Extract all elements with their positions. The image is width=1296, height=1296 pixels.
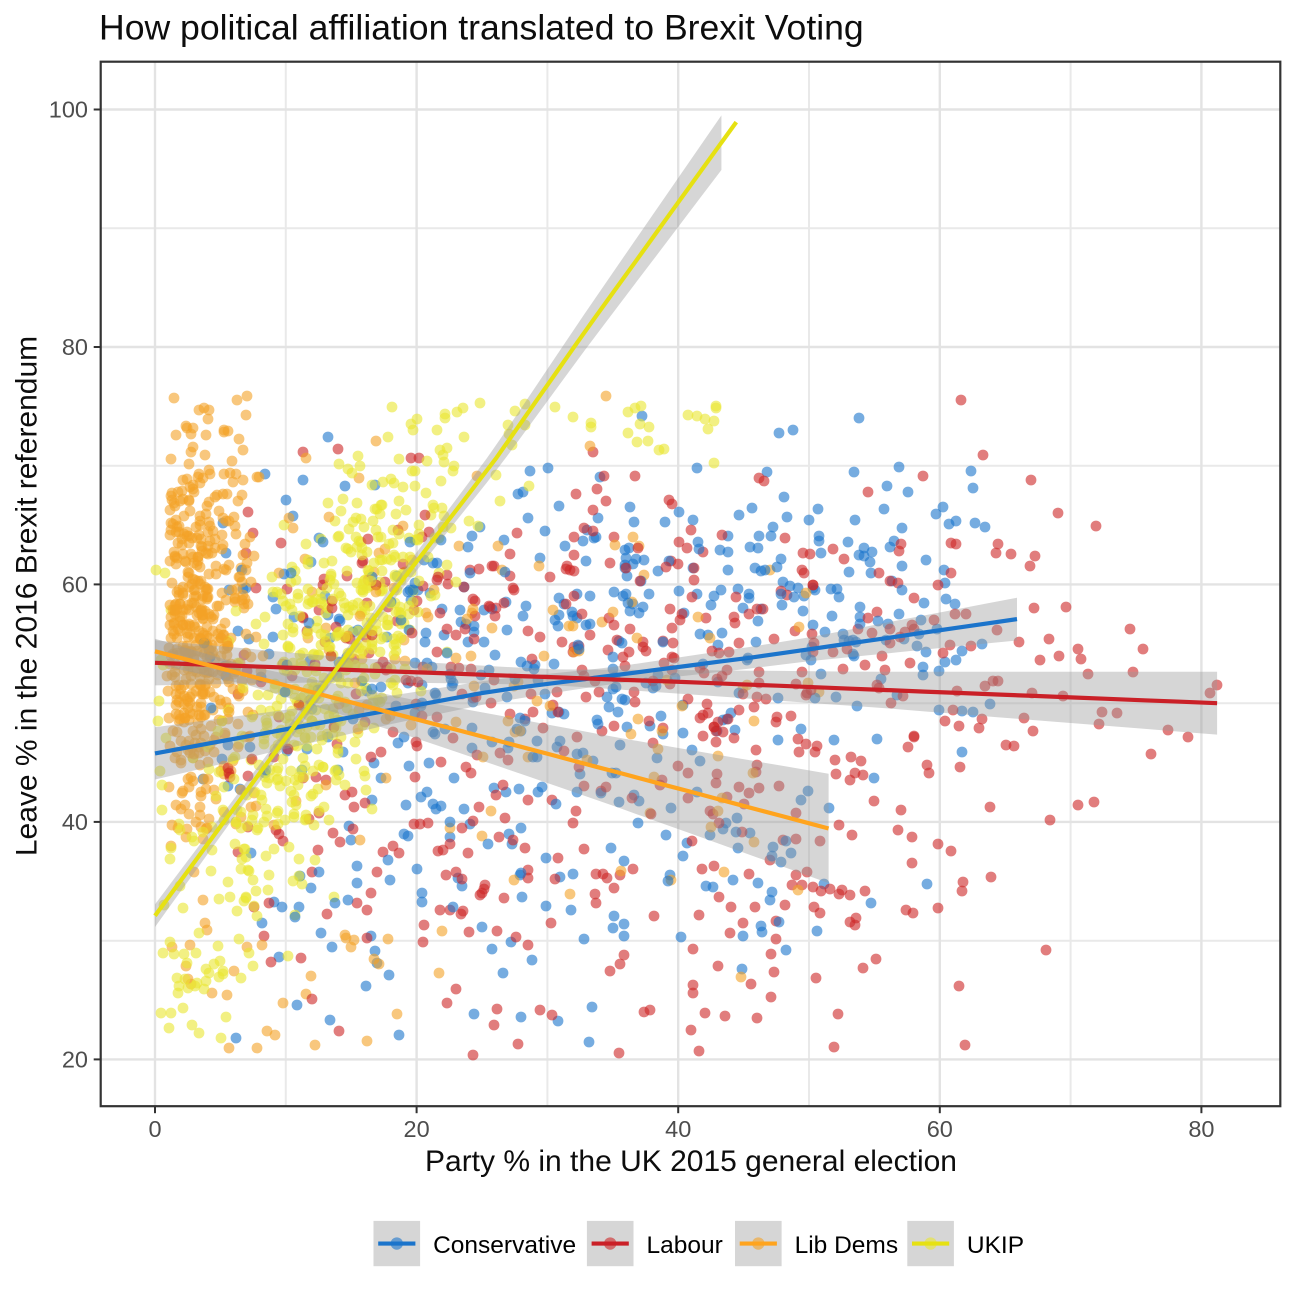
svg-text:Leave % in the 2016 Brexit ref: Leave % in the 2016 Brexit referendum	[10, 336, 43, 856]
svg-text:40: 40	[665, 1116, 691, 1142]
svg-text:Lib Dems: Lib Dems	[795, 1232, 898, 1259]
svg-text:80: 80	[1188, 1116, 1214, 1142]
svg-text:20: 20	[62, 1046, 88, 1072]
svg-text:60: 60	[62, 571, 88, 597]
svg-text:UKIP: UKIP	[967, 1232, 1024, 1259]
svg-text:How political affiliation tran: How political affiliation translated to …	[99, 7, 864, 47]
svg-text:20: 20	[404, 1116, 430, 1142]
svg-text:100: 100	[49, 97, 88, 123]
svg-text:0: 0	[148, 1116, 161, 1142]
svg-text:60: 60	[927, 1116, 953, 1142]
svg-text:Conservative: Conservative	[433, 1232, 576, 1259]
svg-text:Party % in the UK 2015 general: Party % in the UK 2015 general election	[425, 1145, 957, 1178]
svg-text:Labour: Labour	[647, 1232, 723, 1259]
svg-text:40: 40	[62, 809, 88, 835]
svg-text:80: 80	[62, 334, 88, 360]
